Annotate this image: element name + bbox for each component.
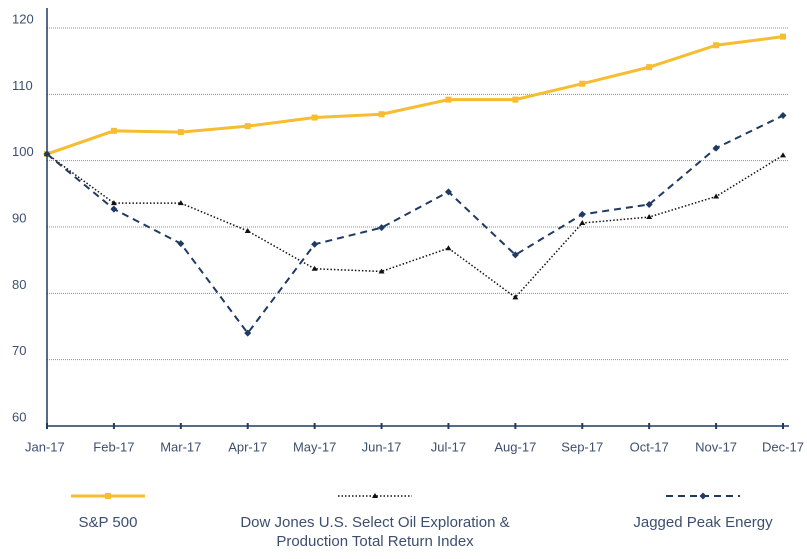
marker [712,144,720,152]
marker [780,33,786,40]
x-tick-label: Jan-17 [25,439,65,454]
marker [780,152,786,158]
marker [445,245,452,251]
marker [645,200,653,208]
x-tick-label: May-17 [293,439,336,454]
marker [177,240,185,248]
marker [311,114,318,121]
marker [244,123,251,130]
marker [110,200,117,206]
x-tick-label: Feb-17 [93,439,134,454]
marker [512,294,519,300]
marker [699,492,707,500]
marker [713,42,720,49]
marker [713,193,720,199]
legend-label: Jagged Peak Energy [633,514,773,531]
y-tick-label: 60 [12,409,26,424]
series-line [46,153,784,299]
marker [244,227,251,233]
marker [110,205,118,213]
series-line [46,114,784,335]
x-tick-label: Oct-17 [630,439,669,454]
marker [646,64,653,71]
marker [311,265,318,271]
y-tick-label: 80 [12,277,26,292]
marker [578,210,586,218]
x-tick-label: Nov-17 [695,439,737,454]
marker [512,96,519,103]
legend-label: S&P 500 [78,514,138,531]
marker [779,112,787,120]
series-line [46,35,784,156]
marker [372,493,378,498]
marker [511,251,519,259]
y-tick-label: 110 [12,78,33,93]
x-tick-label: Apr-17 [228,439,267,454]
marker [378,268,385,274]
x-tick-label: Jun-17 [362,439,402,454]
marker [579,80,586,87]
x-tick-label: Mar-17 [160,439,201,454]
x-tick-label: Sep-17 [561,439,603,454]
y-tick-label: 70 [12,343,26,358]
x-tick-label: Aug-17 [494,439,536,454]
legend-label: Dow Jones U.S. Select Oil Exploration & … [240,514,510,550]
x-tick-label: Jul-17 [431,439,466,454]
y-tick-label: 100 [12,144,34,159]
y-tick-label: 120 [12,11,34,26]
marker [378,224,386,232]
marker [110,127,117,134]
marker [646,214,653,220]
marker [378,111,385,118]
marker [311,240,319,248]
marker [444,188,452,196]
marker [177,129,184,136]
y-tick-label: 90 [12,210,26,225]
marker [579,220,586,226]
x-tick-label: Dec-17 [762,439,804,454]
marker [105,493,111,499]
marker [244,329,252,337]
marker [177,200,184,206]
marker [445,96,452,103]
marker [43,150,51,158]
